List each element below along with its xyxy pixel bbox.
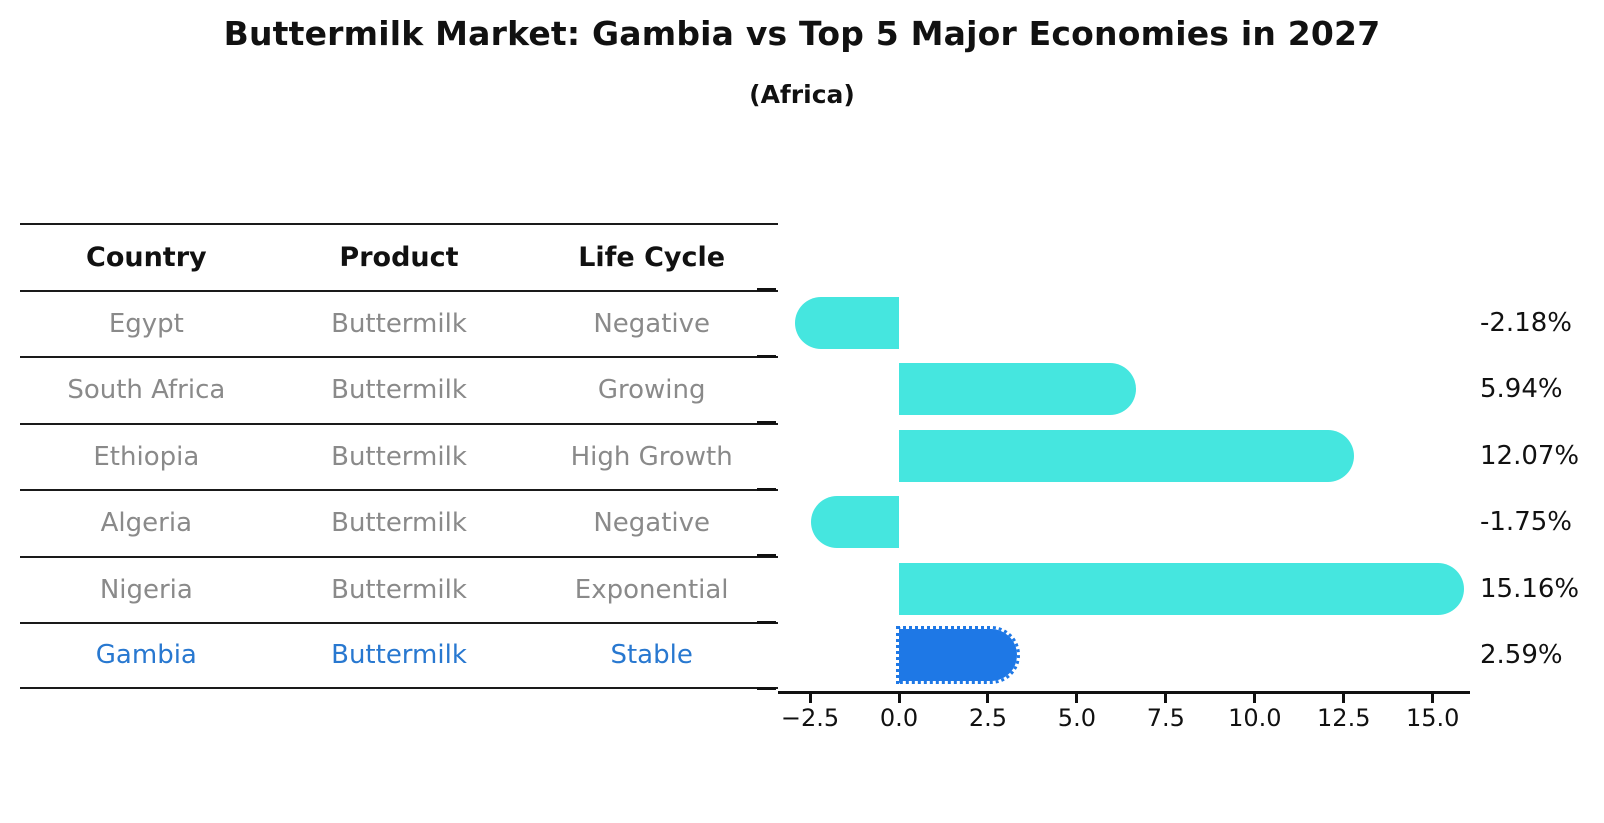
table-row: Gambia Buttermilk Stable <box>20 622 778 689</box>
x-axis-tick <box>1075 693 1079 703</box>
x-axis-tick-label: 15.0 <box>1405 704 1460 732</box>
cell-life-cycle: Stable <box>610 640 693 671</box>
bar-ethiopia <box>899 429 1355 482</box>
bar-value-label: -1.75% <box>1480 507 1572 538</box>
x-axis-tick <box>986 693 990 703</box>
cell-life-cycle: Negative <box>593 308 710 339</box>
table-row: Ethiopia Buttermilk High Growth <box>20 422 778 490</box>
x-axis-tick-label: 10.0 <box>1228 704 1282 732</box>
bar-south-africa <box>899 363 1137 416</box>
x-axis-tick <box>1253 693 1257 703</box>
x-axis-tick-label: 12.5 <box>1317 704 1371 732</box>
cell-life-cycle: Growing <box>597 375 706 406</box>
cell-life-cycle: High Growth <box>570 441 733 472</box>
chart-subtitle: (Africa) <box>749 80 855 109</box>
cell-life-cycle: Negative <box>593 508 710 539</box>
cell-product: Buttermilk <box>331 441 467 472</box>
column-header-country: Country <box>86 241 207 273</box>
bar-nigeria <box>899 562 1465 615</box>
cell-life-cycle: Exponential <box>574 574 729 605</box>
table-row: Algeria Buttermilk Negative <box>20 489 778 556</box>
bar-algeria <box>810 496 899 549</box>
cell-country: Ethiopia <box>93 441 200 472</box>
bar-value-label: 2.59% <box>1480 640 1563 671</box>
x-axis-tick-label: 5.0 <box>1057 704 1096 732</box>
cell-country: Egypt <box>108 308 184 339</box>
x-axis-tick-label: −2.5 <box>780 704 840 732</box>
cell-country: Nigeria <box>99 574 193 605</box>
column-header-product: Product <box>339 241 459 273</box>
cell-product: Buttermilk <box>331 508 467 539</box>
chart-title: Buttermilk Market: Gambia vs Top 5 Major… <box>223 14 1381 53</box>
bar-value-label: 5.94% <box>1480 374 1563 405</box>
cell-product: Buttermilk <box>331 375 467 406</box>
cell-product: Buttermilk <box>331 574 467 605</box>
cell-country: Algeria <box>100 508 192 539</box>
x-axis-tick <box>897 693 901 703</box>
x-axis-tick <box>1164 693 1168 703</box>
x-axis-line <box>778 691 1470 694</box>
cell-product: Buttermilk <box>331 308 467 339</box>
column-header-life-cycle: Life Cycle <box>578 241 726 273</box>
table-header-row: Country Product Life Cycle <box>20 223 778 290</box>
x-axis-tick-label: 7.5 <box>1146 704 1185 732</box>
comparison-table: Country Product Life Cycle Egypt Butterm… <box>20 223 778 689</box>
bar-gambia <box>895 626 1021 685</box>
table-row: South Africa Buttermilk Growing <box>20 356 778 423</box>
bar-value-label: -2.18% <box>1480 307 1572 338</box>
bar-value-label: 15.16% <box>1480 573 1580 604</box>
cell-country: South Africa <box>67 375 226 406</box>
table-row: Nigeria Buttermilk Exponential <box>20 555 778 623</box>
cell-country: Gambia <box>95 640 197 671</box>
bar-value-label: 12.07% <box>1480 440 1580 471</box>
x-axis-tick <box>1431 693 1435 703</box>
x-axis-tick <box>1342 693 1346 703</box>
table-row: Egypt Buttermilk Negative <box>20 289 778 357</box>
x-axis-tick-label: 0.0 <box>879 704 919 732</box>
x-axis-tick-label: 2.5 <box>968 704 1008 732</box>
x-axis-tick <box>808 693 812 703</box>
cell-product: Buttermilk <box>331 640 467 671</box>
bar-egypt <box>795 296 899 349</box>
